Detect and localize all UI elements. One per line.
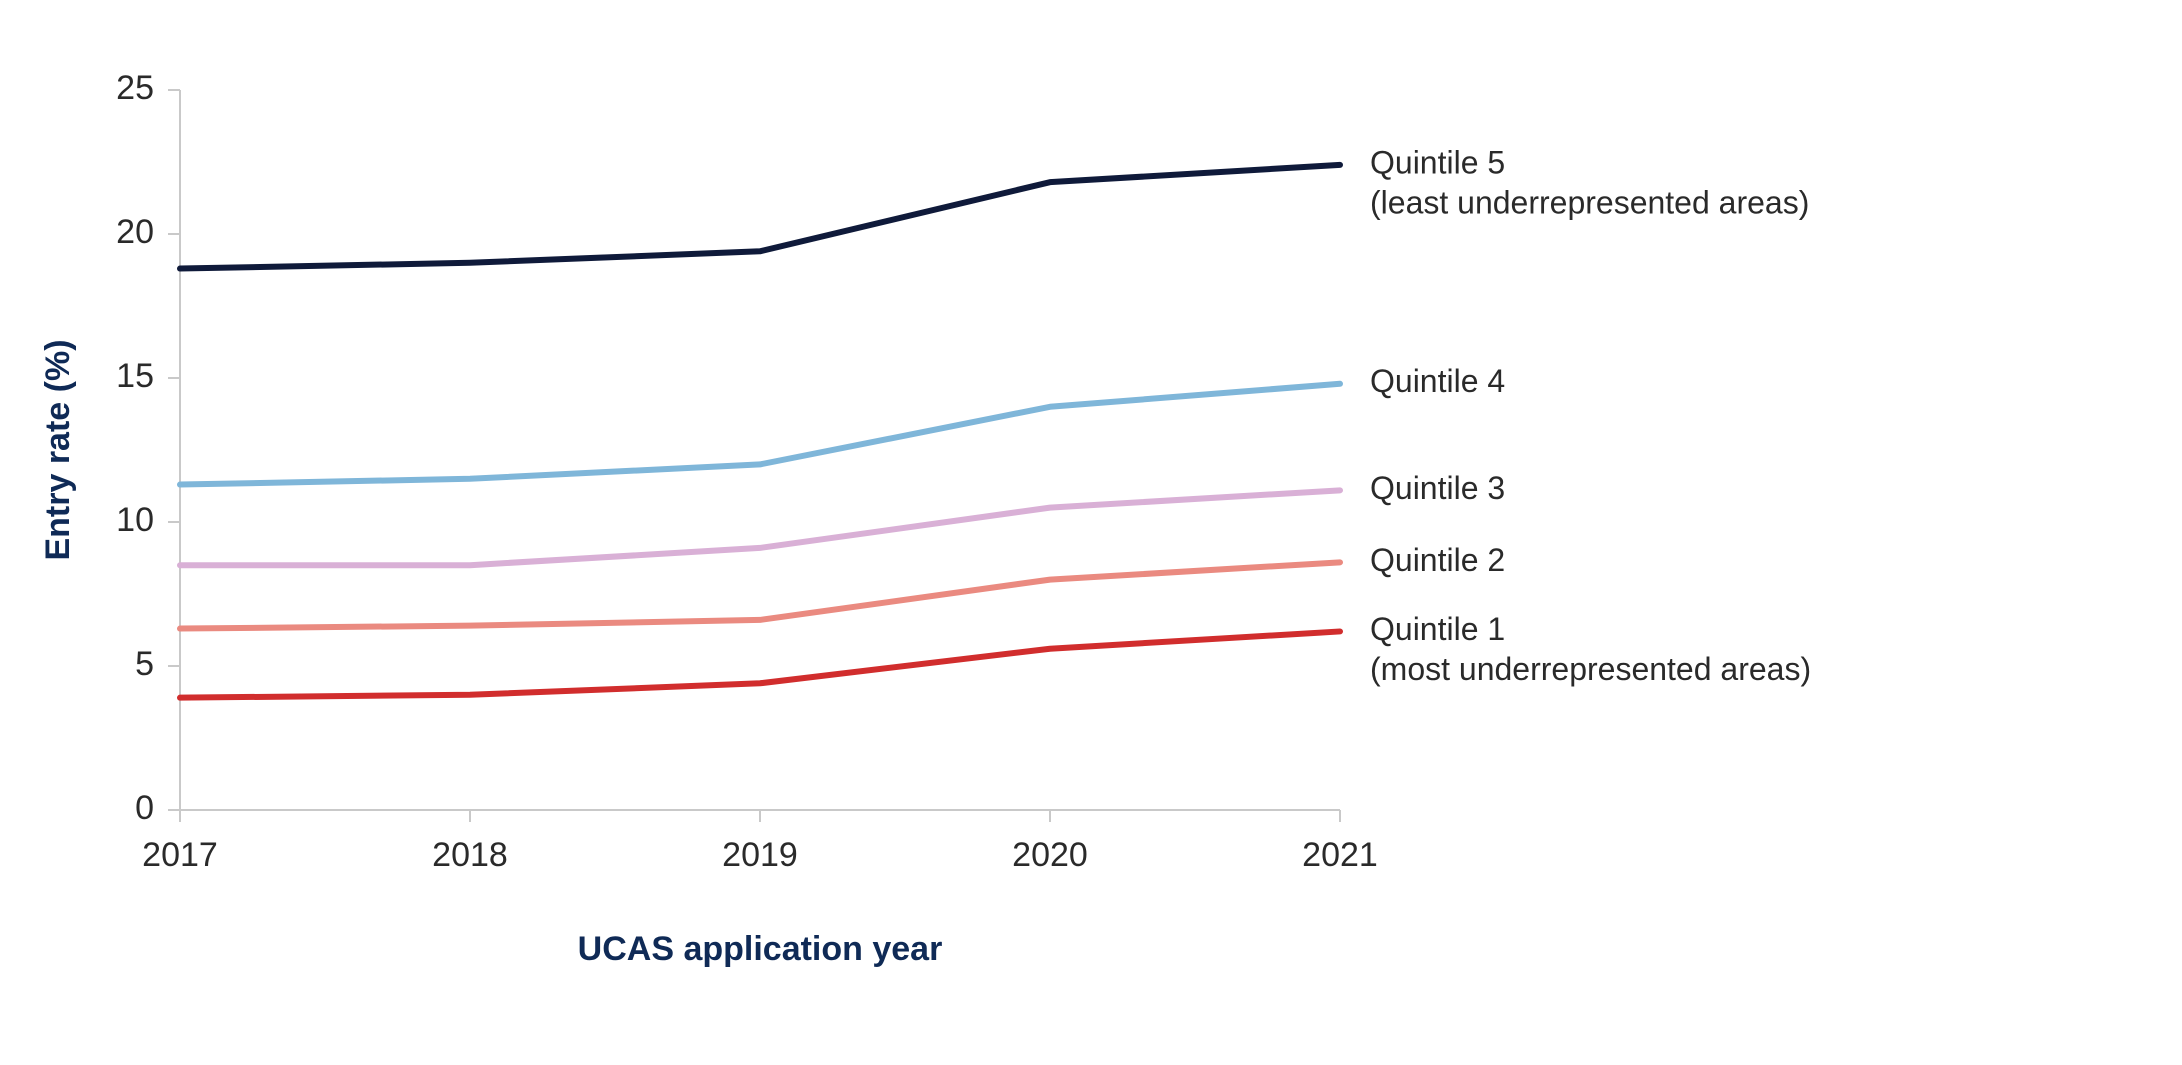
series-label: Quintile 3 bbox=[1370, 470, 1505, 506]
series-line bbox=[180, 490, 1340, 565]
y-tick-label: 20 bbox=[116, 213, 154, 251]
series-label: Quintile 4 bbox=[1370, 363, 1505, 399]
series-sublabel: (least underrepresented areas) bbox=[1370, 184, 1809, 220]
x-tick-label: 2020 bbox=[1012, 836, 1088, 874]
series-label: Quintile 1 bbox=[1370, 611, 1505, 647]
x-tick-label: 2019 bbox=[722, 836, 798, 874]
series-line bbox=[180, 165, 1340, 269]
chart-svg: 0 5 10 15 20 25 Entry rate (%) 2017 2018 2019 2020… bbox=[0, 0, 2182, 1060]
y-tick-label: 15 bbox=[116, 357, 154, 395]
series-label-group: Quintile 5 (least underrepresented areas) bbox=[1370, 144, 1809, 220]
series-label: Quintile 5 bbox=[1370, 144, 1505, 180]
series-line bbox=[180, 631, 1340, 697]
series-sublabel: (most underrepresented areas) bbox=[1370, 651, 1811, 687]
series-line bbox=[180, 384, 1340, 485]
x-tick-label: 2018 bbox=[432, 836, 508, 874]
y-tick-label: 25 bbox=[116, 69, 154, 107]
series-label: Quintile 2 bbox=[1370, 542, 1505, 578]
x-tick-label: 2021 bbox=[1302, 836, 1378, 874]
series-line bbox=[180, 562, 1340, 628]
x-axis-title: UCAS application year bbox=[578, 930, 943, 968]
series-label-group: Quintile 3 bbox=[1370, 470, 1505, 506]
x-tick-label: 2017 bbox=[142, 836, 218, 874]
y-tick-label: 0 bbox=[135, 789, 154, 827]
y-tick-label: 10 bbox=[116, 501, 154, 539]
y-tick-label: 5 bbox=[135, 645, 154, 683]
series-label-group: Quintile 1 (most underrepresented areas) bbox=[1370, 611, 1811, 687]
line-chart: 0 5 10 15 20 25 Entry rate (%) 2017 2018 2019 2020… bbox=[0, 0, 2182, 1065]
series-label-group: Quintile 4 bbox=[1370, 363, 1505, 399]
series-label-group: Quintile 2 bbox=[1370, 542, 1505, 578]
y-axis-title: Entry rate (%) bbox=[39, 339, 77, 560]
